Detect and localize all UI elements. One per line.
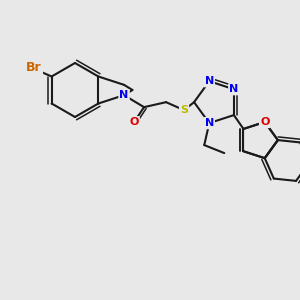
Text: S: S — [180, 105, 188, 115]
Text: O: O — [260, 117, 269, 127]
Text: O: O — [129, 117, 139, 127]
Text: N: N — [119, 90, 129, 100]
Text: N: N — [205, 76, 214, 86]
Text: N: N — [205, 118, 214, 128]
Text: Br: Br — [26, 61, 42, 74]
Text: N: N — [229, 84, 239, 94]
